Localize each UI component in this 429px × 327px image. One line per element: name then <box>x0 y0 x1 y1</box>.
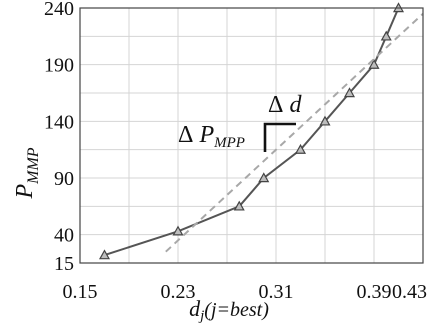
x-axis-label-main: d <box>189 296 201 321</box>
x-tick-label: 0.23 <box>161 281 196 303</box>
x-tick-label: 0.43 <box>392 281 427 303</box>
tick-labels: 15 40 90 140 190 240 0.15 0.23 0.31 0.39 0.43 <box>44 0 427 303</box>
series-layer <box>98 2 424 260</box>
plot-frame <box>79 7 424 264</box>
y-tick-label: 90 <box>54 168 74 190</box>
delta-p-symbol: P <box>198 122 214 148</box>
data-point-triangle <box>258 172 270 183</box>
delta-p-prefix: Δ <box>178 122 193 148</box>
y-tick-label: 240 <box>44 0 74 20</box>
data-point-triangle <box>172 225 184 236</box>
trend-line-dashed <box>165 12 424 253</box>
x-tick-label: 0.39 <box>357 281 392 303</box>
delta-d-prefix: Δ <box>268 92 283 118</box>
x-axis-label: dj(j=best) <box>189 296 269 324</box>
y-tick-label: 40 <box>54 225 74 247</box>
y-axis-label-main: P <box>12 184 38 200</box>
y-axis-label-sub: MMP <box>25 147 42 185</box>
delta-d-symbol: d <box>289 92 302 118</box>
y-tick-label: 15 <box>54 253 74 275</box>
data-point-triangle <box>98 249 111 260</box>
x-axis-label-sub: j <box>198 308 204 324</box>
data-point-triangle <box>294 143 307 154</box>
delta-bracket <box>263 122 296 152</box>
delta-p-subscript: MPP <box>213 135 245 151</box>
y-axis-label: PMMP <box>12 147 42 199</box>
data-point-triangle <box>343 87 356 98</box>
y-tick-label: 140 <box>44 111 74 133</box>
data-point-triangle <box>233 200 245 211</box>
data-point-triangle <box>380 30 392 41</box>
data-point-triangle <box>319 115 331 126</box>
x-tick-label: 0.15 <box>63 281 98 303</box>
delta-p-annotation: Δ PMPP <box>178 122 245 151</box>
y-tick-label: 190 <box>44 55 74 77</box>
grid <box>80 8 423 263</box>
series-line <box>104 7 400 257</box>
x-tick-label: 0.31 <box>259 281 294 303</box>
x-axis-label-paren: (j=best) <box>204 299 269 321</box>
data-point-triangle <box>368 58 380 69</box>
